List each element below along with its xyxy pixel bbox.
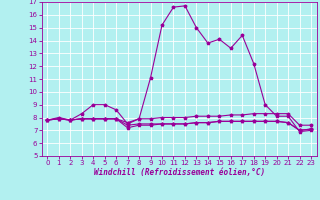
X-axis label: Windchill (Refroidissement éolien,°C): Windchill (Refroidissement éolien,°C) — [94, 168, 265, 177]
